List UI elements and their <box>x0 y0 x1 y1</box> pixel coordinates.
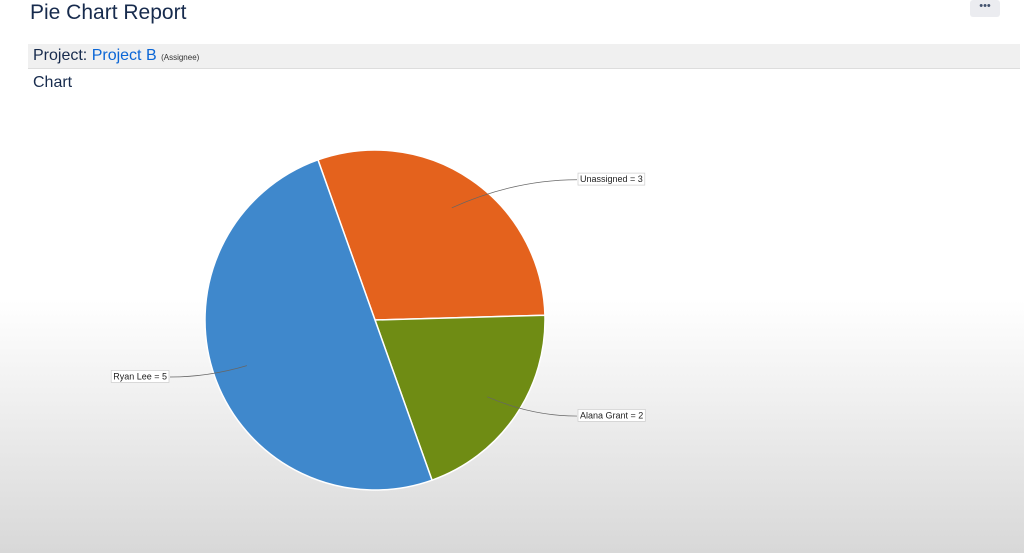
label-box <box>110 370 170 383</box>
leader-line <box>169 365 247 378</box>
leader-line <box>451 179 578 209</box>
slice-label: Alana Grant = 2 <box>580 410 643 420</box>
slice-label: Unassigned = 3 <box>580 174 643 184</box>
leader-line <box>487 396 578 417</box>
pie-slice <box>317 149 546 321</box>
slice-label: Ryan Lee = 5 <box>113 371 167 381</box>
project-band <box>28 44 1020 69</box>
project-label: Project: <box>33 47 88 64</box>
more-button[interactable]: ••• <box>970 0 1000 17</box>
section-title: Chart <box>33 74 73 91</box>
label-box <box>577 172 646 186</box>
project-line: Project: Project B (Assignee) <box>33 47 199 65</box>
pie-slice <box>204 158 433 491</box>
page-title: Pie Chart Report <box>30 1 187 24</box>
label-box <box>577 409 646 422</box>
group-by: (Assignee) <box>161 53 200 62</box>
project-link[interactable]: Project B <box>91 47 157 64</box>
